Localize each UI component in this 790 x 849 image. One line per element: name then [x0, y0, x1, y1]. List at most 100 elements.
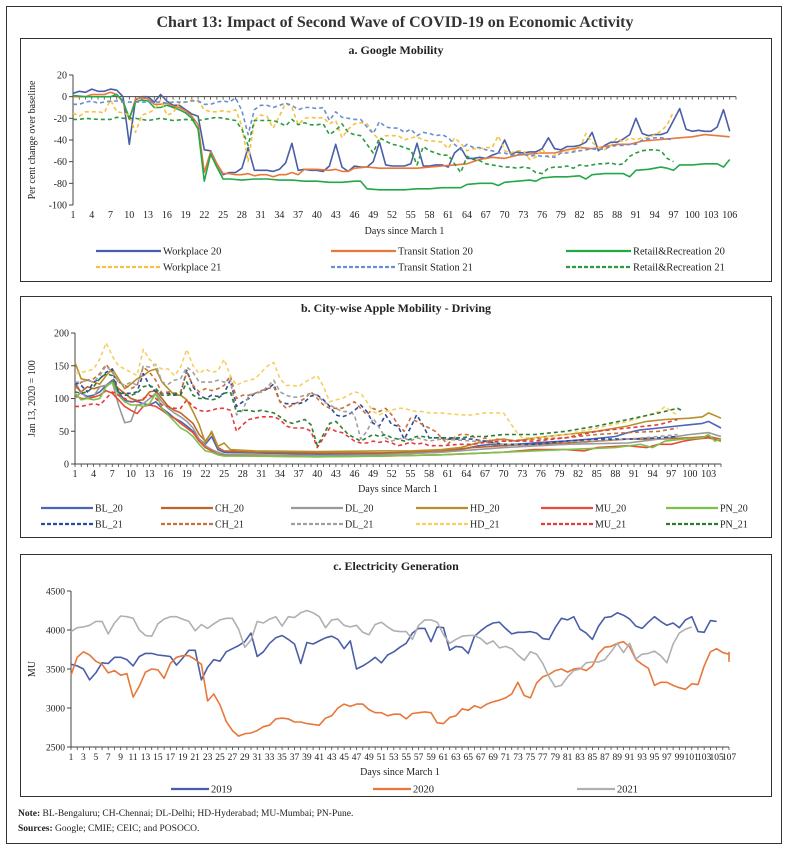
- note-label: Note:: [18, 809, 41, 819]
- x-tick-label: 49: [368, 469, 378, 480]
- x-tick-label: 33: [265, 753, 275, 763]
- x-tick-label: 3: [81, 753, 86, 763]
- panel-google-mobility: a. Google Mobility 20 0 -20 -40 -60 -80 -100 1 4…: [20, 38, 772, 282]
- legend-label: Transit Station 20: [398, 247, 473, 258]
- legend-label: Retail&Recreation 21: [633, 263, 725, 274]
- y-tick-label: -40: [54, 136, 67, 147]
- x-tick-label: 97: [666, 469, 676, 480]
- x-tick-label: 73: [518, 210, 528, 221]
- legend-label: 2020: [413, 785, 434, 796]
- sources: Sources: Google; CMIE; CEIC; and POSOCO.: [18, 824, 199, 834]
- x-tick-label: 53: [389, 753, 399, 763]
- legend-item: BL_21: [41, 520, 123, 531]
- x-tick-label: 10: [124, 210, 134, 221]
- legend-label: DL_20: [345, 504, 373, 515]
- x-tick-label: 37: [293, 210, 303, 221]
- x-tick-label: 51: [377, 753, 387, 763]
- x-tick-label: 58: [424, 469, 434, 480]
- x-tick-label: 19: [178, 753, 188, 763]
- x-tick-label: 25: [219, 469, 229, 480]
- x-tick-label: 95: [650, 753, 660, 763]
- series-line-hd-21: [74, 341, 678, 439]
- x-tick-label: 22: [200, 469, 210, 480]
- legend-item: 2021: [577, 785, 638, 796]
- series-line-2019: [70, 611, 717, 681]
- apple-mobility-chart: 200 150 100 50 01 4 7 10 13 16 19 22 25 28 31 34 37 40 43 4…: [27, 329, 748, 531]
- x-tick-label: 55: [406, 210, 416, 221]
- x-tick-label: 1: [69, 753, 74, 763]
- x-tick-label: 39: [302, 753, 312, 763]
- x-tick-label: 13: [141, 753, 151, 763]
- series-line-bl-20: [74, 379, 722, 455]
- y-tick-label: 150: [54, 361, 69, 372]
- x-tick-label: 67: [476, 753, 486, 763]
- y-tick-label: -80: [54, 179, 67, 190]
- x-tick-label: 17: [166, 753, 176, 763]
- legend-item: Workplace 21: [96, 263, 221, 274]
- legend-label: MU_20: [595, 504, 626, 515]
- y-tick-label: 4500: [46, 588, 65, 598]
- panel-title: a. Google Mobility: [348, 43, 444, 57]
- series-line-transit-station-21: [73, 96, 674, 159]
- x-tick-label: 88: [610, 469, 620, 480]
- x-tick-label: 97: [662, 753, 672, 763]
- x-tick-label: 25: [218, 210, 228, 221]
- x-tick-label: 88: [612, 210, 622, 221]
- x-tick-label: 34: [275, 469, 285, 480]
- y-tick-label: 3500: [46, 666, 65, 676]
- x-tick-label: 7: [108, 210, 113, 221]
- x-tick-label: 21: [190, 753, 200, 763]
- legend-label: MU_21: [595, 520, 626, 531]
- x-tick-label: 70: [500, 210, 510, 221]
- x-tick-label: 9: [118, 753, 123, 763]
- x-tick-label: 69: [488, 753, 498, 763]
- x-tick-label: 46: [350, 469, 360, 480]
- x-tick-label: 85: [592, 469, 602, 480]
- x-tick-label: 61: [439, 753, 449, 763]
- legend-label: Retail&Recreation 20: [633, 247, 725, 258]
- series-line-transit-station-20: [73, 91, 730, 178]
- legend-item: 2020: [373, 785, 434, 796]
- note: Note: BL-Bengaluru; CH-Chennai; DL-Delhi…: [18, 809, 353, 819]
- sources-label: Sources:: [18, 824, 53, 834]
- series-line-bl-21: [74, 368, 678, 446]
- x-tick-label: 28: [237, 210, 247, 221]
- x-tick-label: 28: [238, 469, 248, 480]
- x-tick-label: 46: [349, 210, 359, 221]
- x-tick-label: 45: [339, 753, 349, 763]
- legend-item: DL_21: [291, 520, 373, 531]
- page-title: Chart 13: Impact of Second Wave of COVID…: [156, 14, 634, 31]
- x-tick-label: 43: [331, 469, 341, 480]
- y-axis-title: Per cent change over baseline: [27, 80, 38, 199]
- x-tick-label: 77: [538, 753, 548, 763]
- legend-item: CH_21: [161, 520, 244, 531]
- x-tick-label: 71: [501, 753, 511, 763]
- x-axis-title: Days since March 1: [360, 767, 440, 778]
- series-line-pn-21: [74, 372, 685, 447]
- panel-title: b. City-wise Apple Mobility - Driving: [300, 301, 491, 315]
- legend-item: Retail&Recreation 20: [566, 247, 725, 258]
- x-tick-label: 1: [73, 469, 78, 480]
- x-tick-label: 55: [401, 753, 411, 763]
- legend-item: MU_20: [541, 504, 626, 515]
- y-tick-label: 200: [54, 329, 69, 340]
- x-tick-label: 106: [722, 210, 737, 221]
- legend-label: 2021: [617, 785, 638, 796]
- x-tick-label: 61: [443, 469, 453, 480]
- legend-item: HD_20: [416, 504, 499, 515]
- y-tick-label: -20: [54, 114, 67, 125]
- x-tick-label: 29: [240, 753, 250, 763]
- x-tick-label: 52: [387, 210, 397, 221]
- series-line-2021: [70, 609, 693, 688]
- x-tick-label: 59: [426, 753, 436, 763]
- x-tick-label: 93: [637, 753, 647, 763]
- x-tick-label: 43: [331, 210, 341, 221]
- x-axis-title: Days since March 1: [365, 226, 445, 237]
- legend-item: Transit Station 21: [331, 263, 473, 274]
- x-tick-label: 76: [537, 210, 547, 221]
- x-tick-label: 64: [462, 210, 472, 221]
- legend-label: 2019: [211, 785, 232, 796]
- legend-label: Transit Station 21: [398, 263, 473, 274]
- x-tick-label: 40: [312, 469, 322, 480]
